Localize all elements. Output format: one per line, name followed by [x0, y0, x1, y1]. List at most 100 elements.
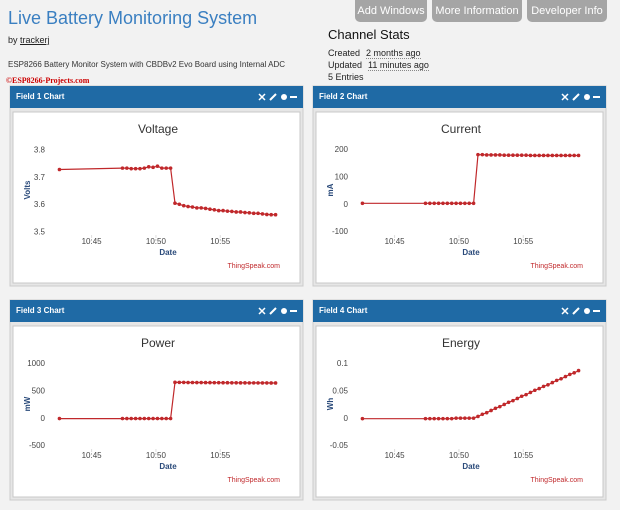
chart-credit: ThingSpeak.com	[227, 263, 280, 270]
edit-icon[interactable]	[269, 93, 277, 101]
chart-title: Power	[141, 336, 175, 350]
button[interactable]: Developer Info	[527, 0, 607, 22]
data-point	[458, 416, 463, 420]
data-point	[441, 416, 445, 421]
data-point	[203, 380, 208, 385]
data-point	[225, 380, 230, 385]
y-tick-label: 0	[41, 414, 46, 423]
data-point	[190, 205, 195, 209]
data-point	[541, 153, 546, 158]
data-point	[133, 416, 138, 421]
edit-icon[interactable]	[269, 307, 277, 315]
panel-header	[313, 300, 606, 322]
button[interactable]: More Information	[432, 0, 522, 22]
x-axis-label: Date	[159, 248, 177, 257]
close-icon[interactable]	[258, 93, 266, 101]
panel-title: Field 2 Chart	[319, 92, 368, 101]
data-point	[129, 166, 134, 171]
data-point	[360, 201, 365, 206]
x-tick-label: 10:50	[449, 237, 470, 246]
data-point	[265, 381, 269, 385]
data-point	[256, 211, 260, 216]
data-point	[155, 416, 160, 421]
y-axis-label: Wh	[326, 398, 335, 411]
data-point	[160, 166, 164, 170]
minimize-icon[interactable]	[593, 310, 600, 312]
data-point	[563, 374, 568, 379]
data-point	[243, 381, 247, 385]
close-icon[interactable]	[561, 93, 569, 101]
data-point	[572, 370, 576, 375]
author-line: by trackerj	[8, 35, 50, 45]
minimize-icon[interactable]	[290, 96, 297, 98]
x-tick-label: 10:50	[449, 451, 470, 460]
data-point	[489, 153, 493, 157]
comment-icon[interactable]	[281, 94, 287, 100]
data-point	[515, 396, 520, 401]
panel-title: Field 3 Chart	[16, 306, 65, 315]
data-point	[432, 201, 437, 206]
x-tick-label: 10:50	[146, 451, 167, 460]
data-point	[528, 390, 533, 395]
data-point	[506, 400, 511, 405]
data-point	[458, 201, 463, 206]
data-point	[471, 201, 476, 206]
data-point	[432, 416, 437, 421]
y-tick-label: 0	[344, 414, 349, 423]
data-point	[423, 201, 428, 206]
data-point	[498, 404, 502, 409]
data-point	[511, 153, 515, 158]
data-point	[559, 153, 563, 158]
data-point	[515, 153, 520, 158]
data-point	[57, 167, 62, 172]
data-point	[142, 166, 147, 170]
data-point	[445, 416, 450, 421]
data-point	[449, 201, 454, 206]
data-point	[498, 153, 502, 157]
x-tick-label: 10:55	[513, 237, 534, 246]
data-point	[568, 153, 572, 158]
minimize-icon[interactable]	[593, 96, 600, 98]
data-point	[554, 378, 559, 383]
x-axis-label: Date	[159, 462, 177, 471]
data-point	[177, 202, 182, 207]
edit-icon[interactable]	[572, 93, 580, 101]
minimize-icon[interactable]	[290, 310, 297, 312]
panel-header	[10, 86, 303, 108]
data-point	[181, 203, 186, 208]
data-point	[125, 416, 129, 421]
data-point	[238, 381, 243, 385]
data-point	[502, 402, 507, 407]
data-point	[186, 204, 190, 209]
data-point	[251, 211, 256, 216]
data-point	[120, 166, 125, 170]
y-tick-label: 3.6	[34, 200, 46, 209]
close-icon[interactable]	[258, 307, 266, 315]
data-point	[208, 207, 212, 212]
data-point	[199, 206, 204, 210]
y-tick-label: 500	[32, 386, 46, 395]
button[interactable]: Add Windows	[355, 0, 427, 22]
author-link[interactable]: trackerj	[20, 35, 50, 45]
x-tick-label: 10:55	[513, 451, 534, 460]
data-point	[476, 414, 480, 419]
data-point	[151, 416, 155, 421]
comment-icon[interactable]	[584, 308, 590, 314]
author-prefix: by	[8, 35, 18, 45]
stat-value: 11 minutes ago	[368, 60, 429, 71]
data-point	[533, 153, 537, 158]
data-point	[247, 381, 252, 385]
data-point	[212, 380, 217, 385]
close-icon[interactable]	[561, 307, 569, 315]
data-point	[493, 153, 498, 157]
comment-icon[interactable]	[281, 308, 287, 314]
y-tick-label: 3.8	[34, 145, 46, 154]
chart-credit: ThingSpeak.com	[530, 263, 583, 270]
x-tick-label: 10:45	[82, 451, 103, 460]
comment-icon[interactable]	[584, 94, 590, 100]
edit-icon[interactable]	[572, 307, 580, 315]
stat-label: Updated	[328, 60, 363, 70]
data-point	[550, 380, 555, 385]
